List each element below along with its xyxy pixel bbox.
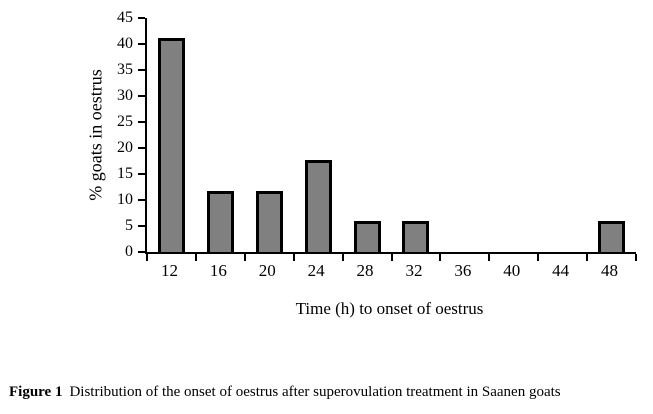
y-tick-mark [138,251,145,253]
figure-caption-label: Figure 1 [9,384,63,400]
y-tick-mark [138,17,145,19]
y-tick-mark [138,69,145,71]
y-tick-mark [138,121,145,123]
x-tick-label: 12 [160,261,178,280]
y-tick-mark [138,225,145,227]
y-tick-label: 40 [117,35,133,52]
figure-caption: Figure 1 Distribution of the onset of oes… [9,384,561,401]
bar-32h [402,221,430,252]
x-tick-mark [390,254,393,261]
x-tick-mark [146,254,148,261]
x-tick-mark [243,254,246,261]
y-tick-label: 35 [117,61,133,78]
x-tick-label: 32 [405,261,423,280]
x-tick-mark [194,254,197,261]
x-tick-mark [292,254,295,261]
y-tick-mark [138,43,145,45]
bar-16h [206,190,234,252]
bar-48h [598,221,626,252]
y-tick-label: 15 [117,165,133,182]
figure-caption-text: Distribution of the onset of oestrus aft… [69,384,561,400]
x-tick-mark [635,254,637,261]
x-tick-label: 20 [258,261,276,280]
y-tick-label: 20 [117,139,133,156]
x-tick-label: 16 [209,261,227,280]
y-tick-label: 30 [117,87,133,104]
bar-20h [255,190,283,252]
x-tick-label: 40 [503,261,521,280]
x-tick-label: 36 [454,261,472,280]
x-tick-label: 24 [307,261,325,280]
x-tick-mark [586,254,589,261]
x-axis-labels: 12 16 20 24 28 32 36 40 44 48 [145,262,634,282]
bar-28h [353,221,381,252]
y-tick-label: 25 [117,113,133,130]
y-tick-label: 5 [125,217,133,234]
y-tick-mark [138,173,145,175]
x-tick-mark [439,254,442,261]
x-tick-mark [341,254,344,261]
x-axis-title: Time (h) to onset of oestrus [295,299,484,318]
y-tick-mark [138,95,145,97]
y-tick-label: 0 [125,243,133,260]
x-tick-label: 44 [552,261,570,280]
y-tick-label: 10 [117,191,133,208]
x-tick-mark [537,254,540,261]
x-tick-label: 48 [601,261,619,280]
bar-12h [157,37,185,252]
plot-area: 0 5 10 15 20 25 30 35 40 45 [117,10,637,261]
y-tick-mark [138,147,145,149]
x-tick-label: 28 [356,261,374,280]
y-tick-label: 45 [117,9,133,26]
x-tick-mark [488,254,491,261]
y-tick-mark [138,199,145,201]
bar-24h [304,160,332,252]
